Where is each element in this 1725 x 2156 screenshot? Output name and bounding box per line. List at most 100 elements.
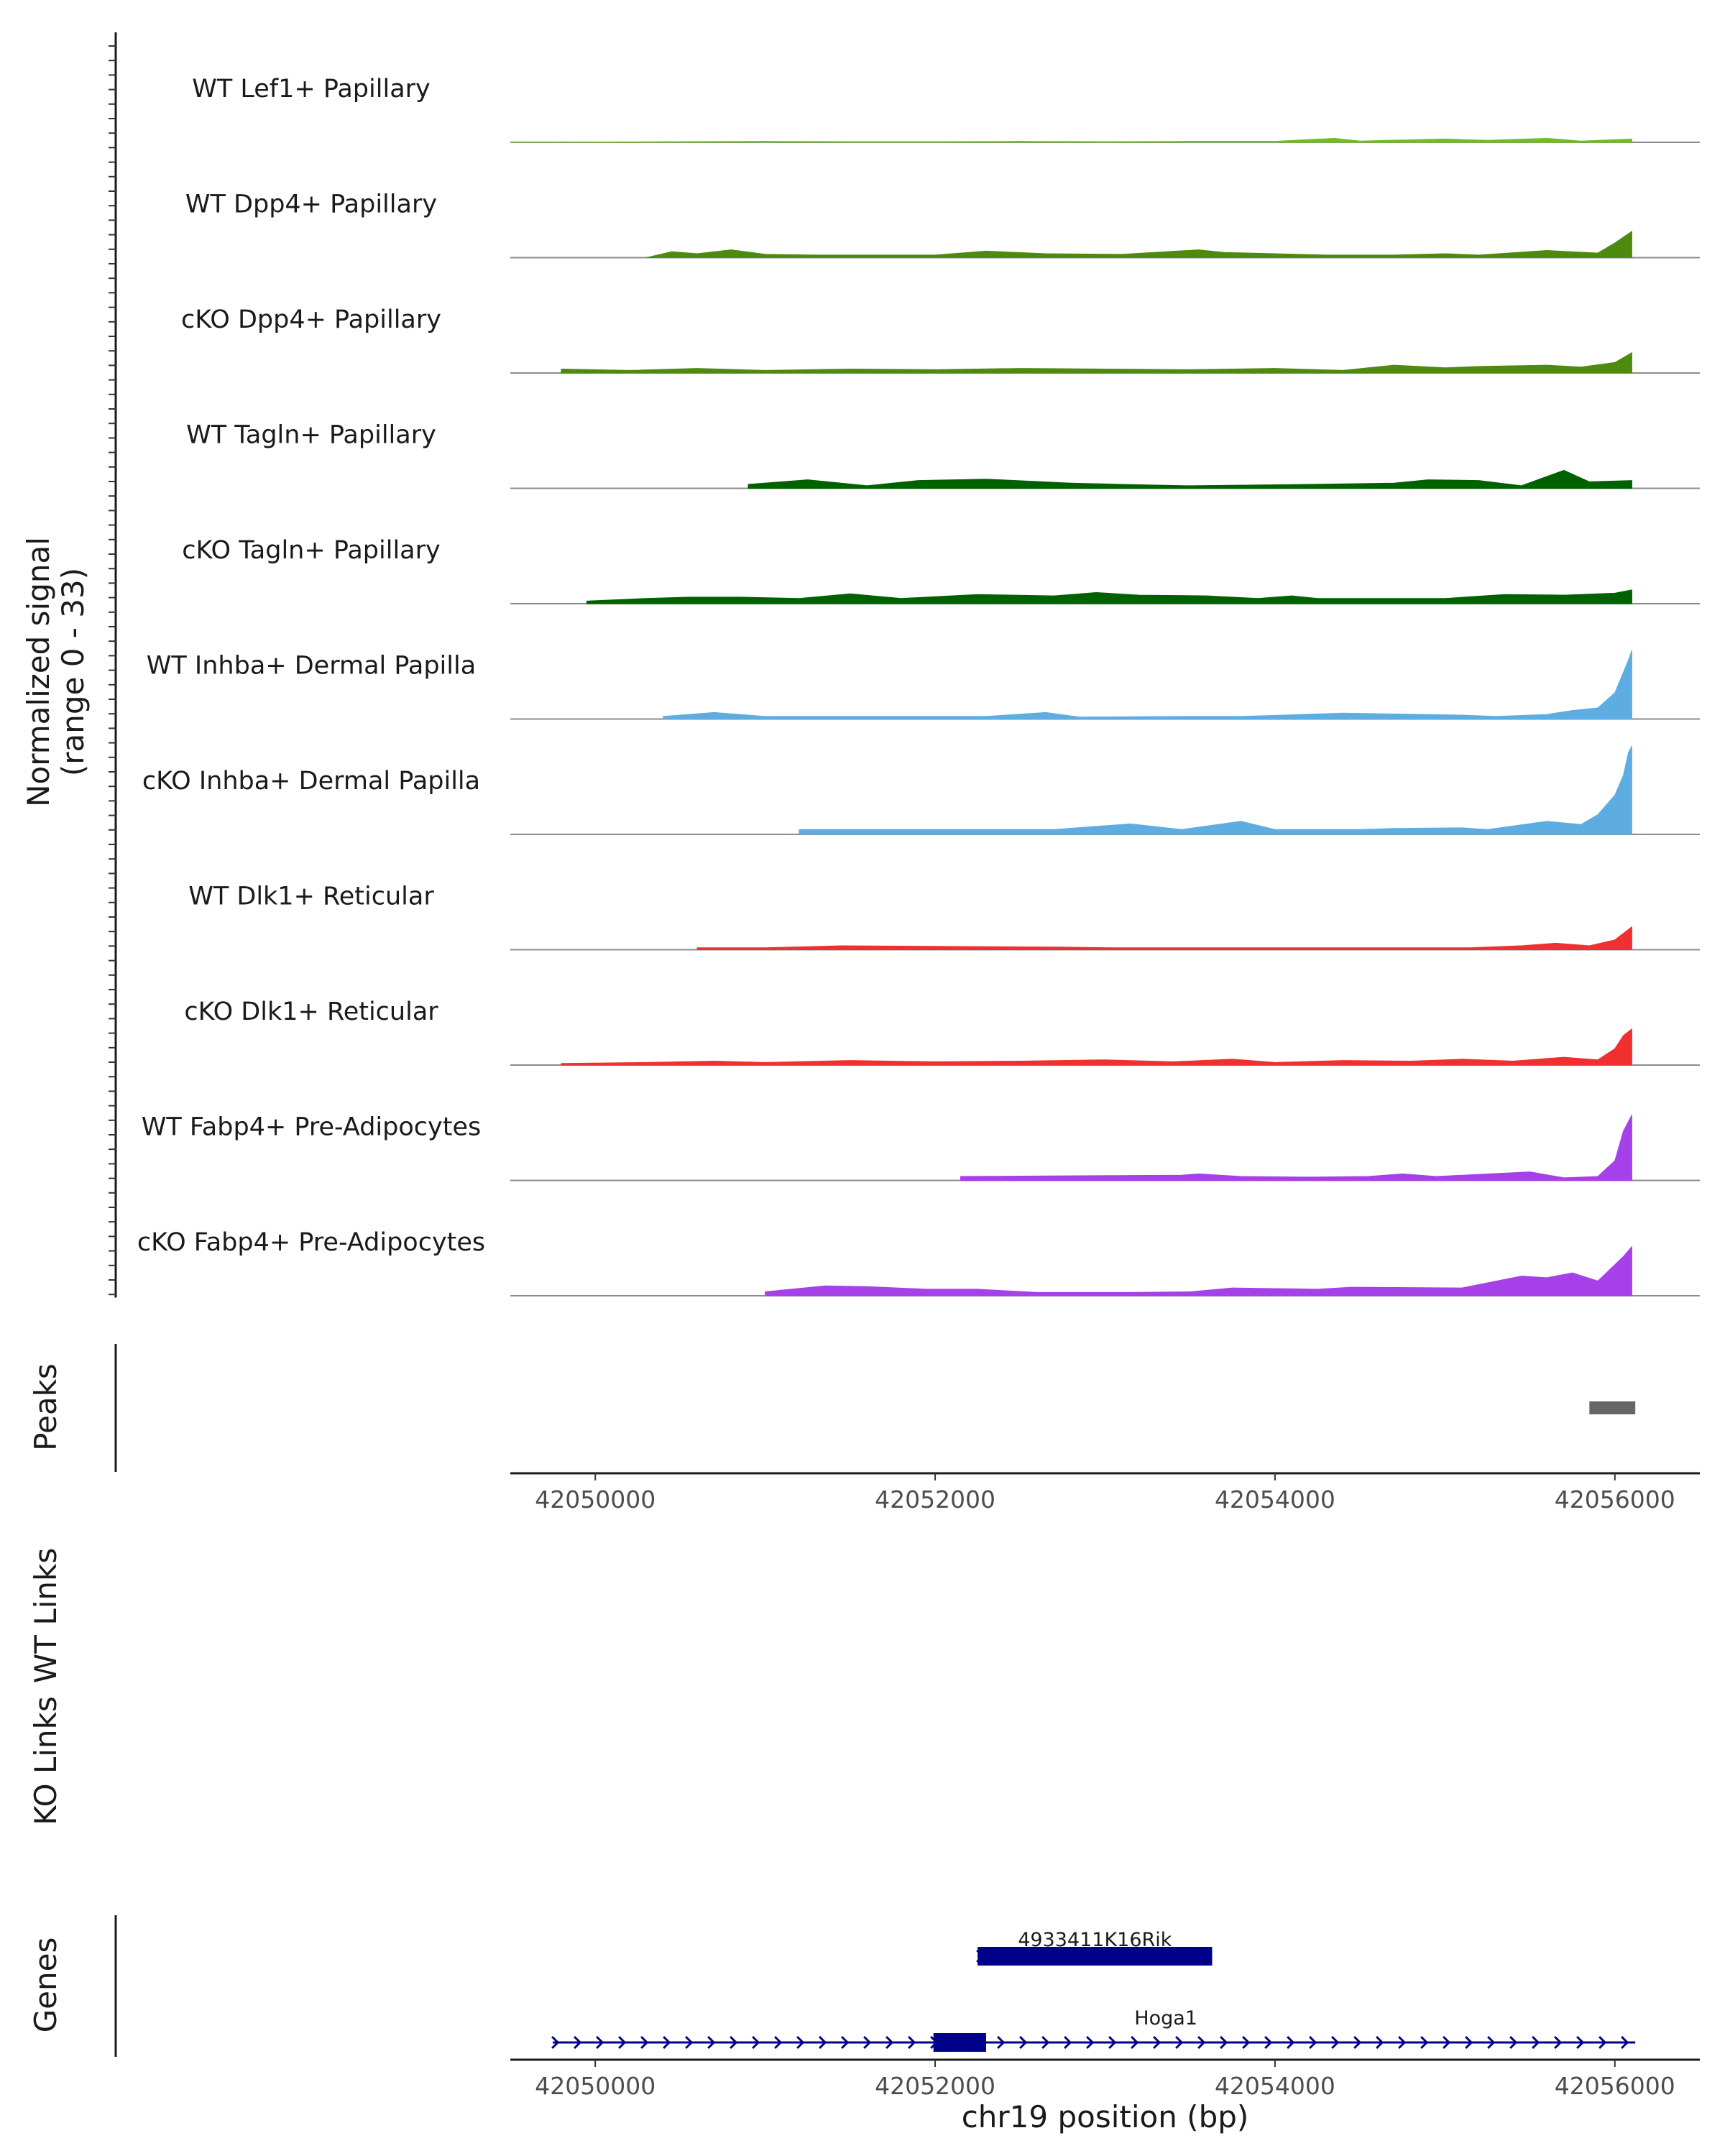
strand-arrow <box>1197 2035 1206 2050</box>
strand-arrow <box>1131 2035 1139 2050</box>
gene-name: 4933411K16Rik <box>1018 1929 1172 1951</box>
strand-arrow <box>1398 2035 1407 2050</box>
y-axis-label: Normalized signal (range 0 - 33) <box>21 537 91 807</box>
strand-arrow <box>1264 2035 1273 2050</box>
track-label: WT Fabp4+ Pre-Adipocytes <box>142 1113 481 1142</box>
strand-arrow <box>908 2035 916 2050</box>
peaks-label-group: Peaks <box>28 1363 63 1451</box>
x-tick-label: 42056000 <box>1555 2072 1675 2100</box>
track-label: WT Lef1+ Papillary <box>192 75 431 103</box>
track-label: WT Dpp4+ Papillary <box>185 190 437 219</box>
strand-arrow <box>1509 2035 1518 2050</box>
track-11: cKO Fabp4+ Pre-Adipocytes <box>137 1228 1700 1296</box>
strand-arrow <box>1443 2035 1451 2050</box>
signal-area <box>561 1028 1632 1066</box>
x-tick-label: 42050000 <box>535 2072 656 2100</box>
coverage-y-axis: Normalized signal (range 0 - 33) <box>21 32 117 1298</box>
signal-area <box>645 231 1632 258</box>
track-label: WT Inhba+ Dermal Papilla <box>147 652 476 681</box>
strand-arrow <box>1153 2035 1162 2050</box>
strand-arrow <box>1086 2035 1095 2050</box>
peaks-panel: Peaks 42050000 42052000 42054000 42056000 <box>28 1344 1700 1514</box>
strand-arrow <box>774 2035 783 2050</box>
strand-arrow <box>1309 2035 1317 2050</box>
signal-area <box>748 469 1632 489</box>
strand-arrow <box>1242 2035 1251 2050</box>
strand-arrow <box>841 2035 850 2050</box>
strand-arrow <box>1532 2035 1540 2050</box>
links-label: WT Links <box>28 1548 63 1683</box>
strand-arrow <box>1598 2035 1607 2050</box>
track-5: cKO Tagln+ Papillary <box>182 536 1700 604</box>
track-9: cKO Dlk1+ Reticular <box>184 998 1700 1066</box>
strand-arrow <box>663 2035 671 2050</box>
x-tick-label: 42054000 <box>1215 1485 1335 1514</box>
strand-arrow <box>1019 2035 1028 2050</box>
gene-2: Hoga1 <box>551 2007 1636 2052</box>
signal-area <box>586 589 1632 604</box>
gene-name: Hoga1 <box>1134 2007 1197 2030</box>
strand-arrow <box>640 2035 649 2050</box>
x-tick-label: 42050000 <box>535 1485 656 1514</box>
x-tick-label: 42054000 <box>1215 2072 1335 2100</box>
genes-label: Genes <box>28 1938 63 2033</box>
strand-arrow <box>819 2035 827 2050</box>
strand-arrow <box>551 2035 560 2050</box>
x-axis-title: chr19 position (bp) <box>962 2099 1249 2134</box>
strand-arrow <box>1621 2035 1629 2050</box>
signal-area <box>510 137 1632 143</box>
signal-area <box>696 926 1632 950</box>
signal-area <box>561 351 1632 374</box>
strand-arrow <box>707 2035 716 2050</box>
track-label: WT Tagln+ Papillary <box>186 421 436 450</box>
signal-area <box>799 745 1632 835</box>
gene-exon <box>933 2033 986 2052</box>
genes-label-group: Genes <box>28 1938 63 2033</box>
track-3: cKO Dpp4+ Papillary <box>181 305 1700 374</box>
track-7: cKO Inhba+ Dermal Papilla <box>142 745 1700 835</box>
strand-arrow <box>1175 2035 1184 2050</box>
strand-arrow <box>1554 2035 1563 2050</box>
strand-arrow <box>752 2035 760 2050</box>
track-label: cKO Dpp4+ Papillary <box>181 305 441 334</box>
track-label: cKO Tagln+ Papillary <box>182 536 441 565</box>
links-panels: WT Links KO Links <box>28 1548 63 1825</box>
track-8: WT Dlk1+ Reticular <box>188 883 1700 951</box>
strand-arrow <box>886 2035 894 2050</box>
strand-arrow <box>730 2035 738 2050</box>
strand-arrow <box>574 2035 582 2050</box>
genes-x-axis: 42050000 42052000 42054000 42056000 chr19 po… <box>510 2058 1700 2134</box>
strand-arrow <box>1576 2035 1585 2050</box>
x-tick-label: 42052000 <box>875 2072 995 2100</box>
track-10: WT Fabp4+ Pre-Adipocytes <box>142 1113 1700 1181</box>
strand-arrow <box>796 2035 805 2050</box>
signal-area <box>765 1245 1632 1296</box>
links-label-group: WT Links <box>28 1548 63 1683</box>
strand-arrow <box>1487 2035 1496 2050</box>
strand-arrow <box>1420 2035 1429 2050</box>
signal-area <box>960 1115 1632 1181</box>
strand-arrow <box>1220 2035 1228 2050</box>
track-label: cKO Inhba+ Dermal Papilla <box>142 767 480 796</box>
peak-region <box>1589 1401 1636 1414</box>
peaks-x-axis: 42050000 42052000 42054000 42056000 <box>510 1472 1700 1514</box>
links-label-group: KO Links <box>28 1696 63 1825</box>
strand-arrow <box>1041 2035 1050 2050</box>
strand-arrow <box>863 2035 872 2050</box>
strand-arrow <box>1064 2035 1072 2050</box>
y-axis-title: Normalized signal <box>21 537 56 807</box>
strand-arrow <box>1108 2035 1117 2050</box>
track-label: WT Dlk1+ Reticular <box>188 883 434 911</box>
coverage-tracks: WT Lef1+ Papillary WT Dpp4+ Papillary cKO … <box>21 32 1700 1298</box>
gene-1: 4933411K16Rik <box>976 1929 1213 1966</box>
x-tick-label: 42056000 <box>1555 1485 1675 1514</box>
peaks-label: Peaks <box>28 1363 63 1451</box>
links-label: KO Links <box>28 1696 63 1825</box>
y-axis-range: (range 0 - 33) <box>55 568 91 776</box>
strand-arrow <box>1331 2035 1340 2050</box>
strand-arrow <box>618 2035 627 2050</box>
track-label: cKO Fabp4+ Pre-Adipocytes <box>137 1228 485 1257</box>
strand-arrow <box>685 2035 694 2050</box>
